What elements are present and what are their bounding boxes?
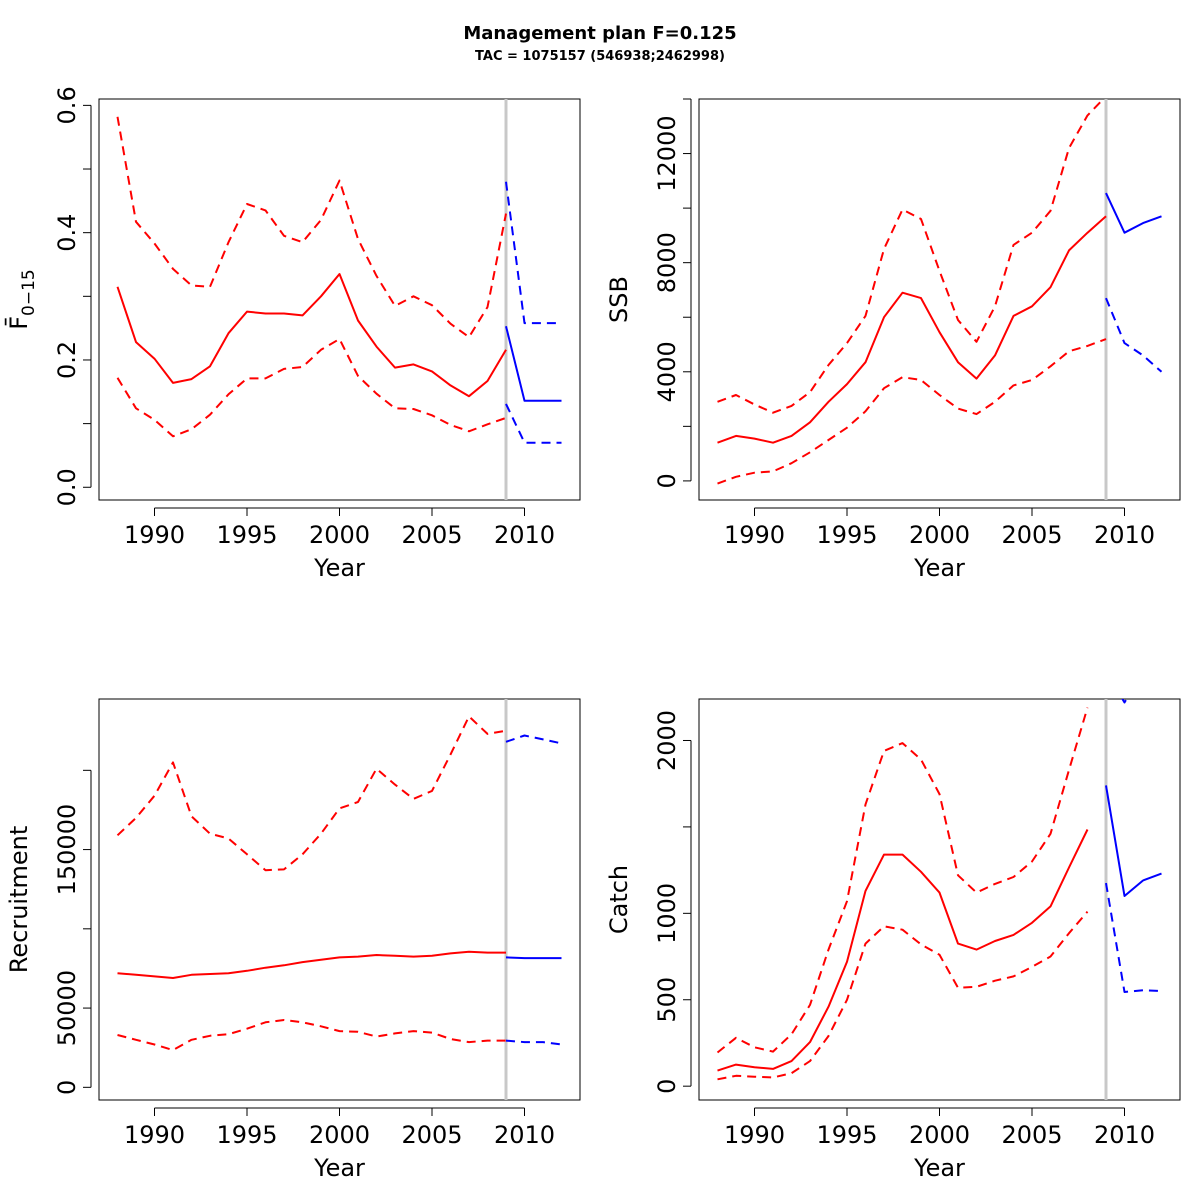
recruitment-y-tick-label: 0 (53, 1080, 81, 1095)
ssb-x-tick-label: 2000 (909, 521, 970, 549)
fbar-forecast-low-line (505, 403, 562, 444)
fbar-x-axis-label: Year (313, 554, 365, 582)
catch-x-tick-label: 2005 (1001, 1121, 1062, 1149)
ssb-x-tick-label: 2005 (1001, 521, 1062, 549)
recruitment-x-tick-label: 2010 (494, 1121, 555, 1149)
fbar-forecast-high-line (505, 181, 562, 325)
catch-y-tick-label: 0 (653, 1079, 681, 1094)
recruitment-x-tick-label: 1990 (124, 1121, 185, 1149)
fbar-y-tick-label: 0.4 (53, 214, 81, 252)
fbar-x-tick-label: 2000 (309, 521, 370, 549)
catch-historic-low-line (717, 910, 1089, 1081)
ssb-y-tick-label: 12000 (653, 115, 681, 191)
figure-title: Management plan F=0.125 (463, 23, 736, 44)
recruitment-historic-high-line (116, 715, 507, 872)
fbar-y-tick-label: 0.0 (53, 468, 81, 506)
fbar-series-group (116, 116, 562, 444)
ssb-forecast-low-line (1105, 297, 1163, 373)
catch-x-axis-label: Year (913, 1154, 965, 1182)
ssb-x-tick-label: 1995 (816, 521, 877, 549)
fbar-y-tick-label: 0.6 (53, 86, 81, 124)
ssb-x-tick-label: 2010 (1094, 521, 1155, 549)
figure-subtitle: TAC = 1075157 (546938;2462998) (475, 49, 725, 64)
recruitment-historic-low-line (117, 1019, 506, 1052)
catch-x-tick-label: 1995 (816, 1121, 877, 1149)
fbar-x-tick-label: 2010 (494, 521, 555, 549)
catch-forecast-mean-line (1105, 785, 1162, 897)
ssb-x-tick-label: 1990 (724, 521, 785, 549)
recruitment-x-tick-label: 1995 (216, 1121, 277, 1149)
fbar-x-tick-label: 1995 (216, 521, 277, 549)
fbar-y-axis-label-subscript: 0−15 (19, 269, 39, 316)
ssb-forecast-mean-line (1105, 192, 1162, 234)
fbar-historic-mean-line (116, 273, 507, 398)
ssb-y-axis-label: SSB (605, 276, 633, 323)
ssb-y-tick-label: 0 (653, 473, 681, 488)
fbar-historic-high-line (116, 116, 507, 339)
recruitment-y-tick-label: 150000 (53, 804, 81, 896)
recruitment-x-tick-label: 2005 (401, 1121, 462, 1149)
ssb-historic-mean-line (717, 215, 1107, 444)
ssb-historic-low-line (717, 338, 1107, 485)
catch-y-tick-label: 2000 (653, 710, 681, 771)
fbar-forecast-mean-line (505, 325, 562, 402)
recruitment-series-group (116, 715, 562, 1052)
recruitment-y-tick-label: 50000 (53, 970, 81, 1046)
catch-historic-high-line (716, 707, 1089, 1054)
panel-ssb: 1990 1995 2000 2005 2010 Year 0 4000 8000 12000 SS… (605, 98, 1181, 582)
catch-y-tick-label: 1000 (653, 883, 681, 944)
catch-forecast-low-line (1105, 882, 1162, 993)
panel-recruitment: 1990 1995 2000 2005 2010 Year 0 50000 150000 Recr… (5, 698, 581, 1182)
catch-historic-mean-line (717, 829, 1089, 1072)
ssb-y-tick-label: 4000 (653, 341, 681, 402)
recruitment-y-axis-label: Recruitment (5, 826, 33, 973)
ssb-x-axis-label: Year (913, 554, 965, 582)
recruitment-x-tick-label: 2000 (309, 1121, 370, 1149)
panel-fbar: 1990 1995 2000 2005 2010 Year 0.0 0.2 0.4 0.6 F̄0−… (4, 86, 581, 582)
recruitment-forecast-low-line (505, 1039, 562, 1046)
recruitment-plot-frame (98, 698, 581, 1101)
ssb-y-tick-label: 8000 (653, 232, 681, 293)
fbar-y-tick-label: 0.2 (53, 341, 81, 379)
catch-series-group (716, 699, 1162, 1081)
panels: 1990 1995 2000 2005 2010 Year 0.0 0.2 0.4 0.6 F̄0−… (4, 86, 1181, 1182)
recruitment-forecast-high-line (505, 734, 562, 745)
catch-y-axis-label: Catch (605, 865, 633, 934)
recruitment-x-axis-label: Year (313, 1154, 365, 1182)
ssb-series-group (717, 99, 1163, 485)
fbar-plot-frame (98, 98, 581, 501)
fbar-historic-low-line (116, 338, 507, 438)
catch-y-tick-label: 500 (653, 977, 681, 1023)
fbar-x-tick-label: 2005 (401, 521, 462, 549)
ssb-plot-frame (698, 98, 1181, 501)
catch-x-tick-label: 2000 (909, 1121, 970, 1149)
catch-plot-frame (698, 698, 1181, 1101)
catch-forecast-high-line (1121, 699, 1128, 704)
panel-catch: 1990 1995 2000 2005 2010 Year 0 500 1000 2000 Catc… (605, 698, 1181, 1182)
fbar-x-tick-label: 1990 (124, 521, 185, 549)
ssb-historic-high-line (717, 99, 1105, 414)
fbar-y-axis-label: F̄0−15 (4, 269, 39, 330)
catch-x-tick-label: 2010 (1094, 1121, 1155, 1149)
recruitment-forecast-mean-line (505, 956, 562, 960)
catch-x-tick-label: 1990 (724, 1121, 785, 1149)
recruitment-historic-mean-line (117, 950, 506, 979)
